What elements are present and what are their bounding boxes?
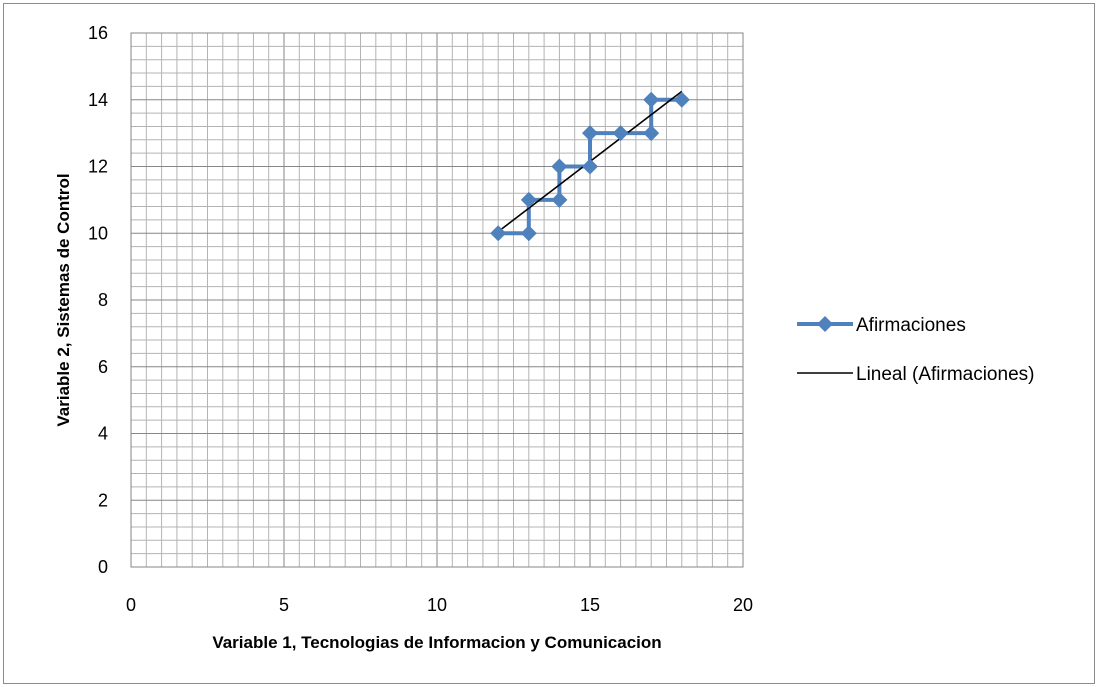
data-point-marker: [551, 191, 568, 208]
y-tick-labels: 0 2 4 6 8 10 12 14 16: [88, 23, 108, 577]
x-tick-labels: 0 5 10 15 20: [126, 595, 753, 615]
series-layer: [490, 90, 690, 242]
legend-afirmaciones-label: Afirmaciones: [856, 315, 966, 336]
x-tick-label: 20: [733, 595, 753, 615]
data-point-marker: [490, 225, 507, 242]
data-point-marker: [551, 158, 568, 175]
y-tick-label: 14: [88, 90, 108, 110]
x-tick-label: 0: [126, 595, 136, 615]
data-point-marker: [643, 125, 660, 142]
grid-layer: [131, 33, 743, 567]
y-tick-label: 16: [88, 23, 108, 43]
y-tick-label: 8: [98, 290, 108, 310]
plot-area-border: [130, 32, 744, 568]
legend-trendline-label: Lineal (Afirmaciones): [856, 364, 1034, 385]
data-point-marker: [673, 91, 690, 108]
y-tick-label: 4: [98, 424, 108, 444]
data-point-marker: [520, 225, 537, 242]
x-tick-label: 10: [427, 595, 447, 615]
data-point-marker: [520, 191, 537, 208]
x-tick-label: 5: [279, 595, 289, 615]
y-tick-label: 12: [88, 157, 108, 177]
legend: Afirmaciones Lineal (Afirmaciones): [797, 315, 1034, 385]
x-axis-title: Variable 1, Tecnologias de Informacion y…: [212, 633, 661, 652]
data-point-marker: [582, 125, 598, 142]
data-point-marker: [582, 158, 598, 175]
chart-frame: [3, 3, 1095, 684]
x-tick-label: 15: [580, 595, 600, 615]
y-tick-label: 6: [98, 357, 108, 377]
y-tick-label: 10: [88, 223, 108, 243]
y-tick-label: 2: [98, 490, 108, 510]
data-point-marker: [643, 91, 660, 108]
y-tick-label: 0: [98, 557, 108, 577]
legend-afirmaciones-marker: [817, 316, 833, 332]
y-axis-title: Variable 2, Sistemas de Control: [54, 173, 73, 426]
data-point-marker: [612, 125, 629, 142]
